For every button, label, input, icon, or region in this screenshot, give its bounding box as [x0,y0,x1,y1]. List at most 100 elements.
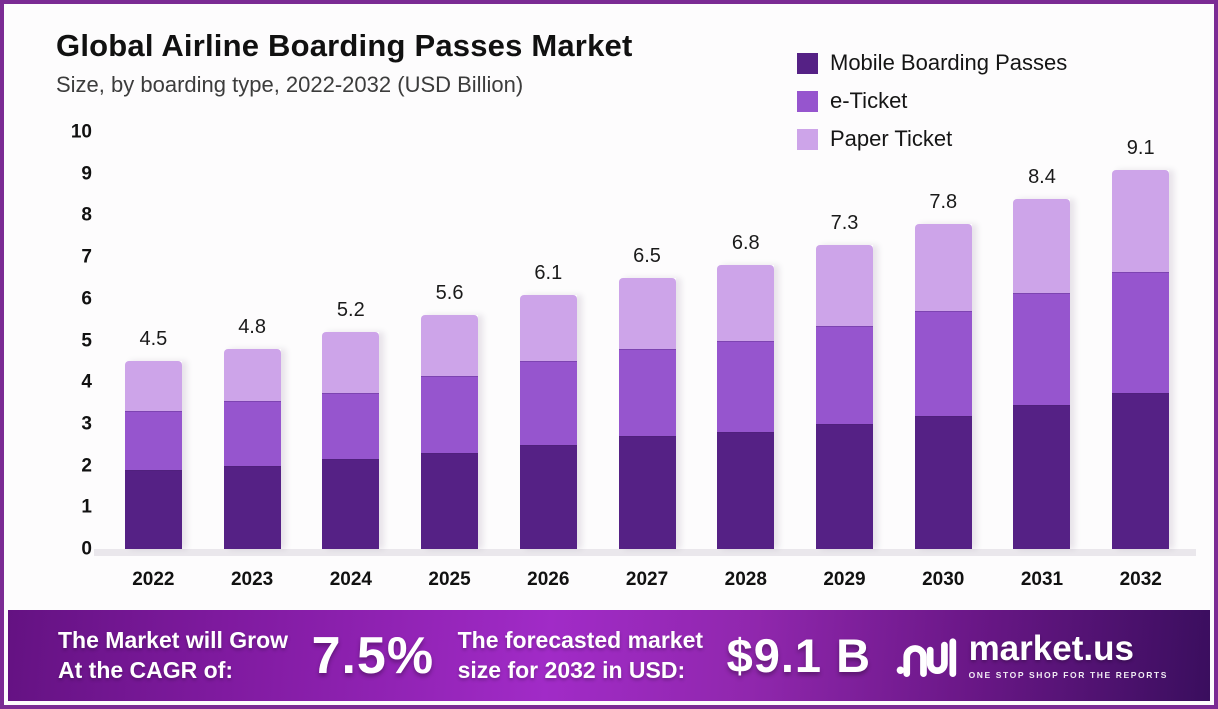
x-tick-label: 2031 [1020,569,1064,590]
bar-segment-mobile-boarding-passes [618,436,676,549]
y-tick-label: 7 [81,246,92,268]
bar-segment-mobile-boarding-passes [519,444,577,549]
cagr-label: The Market will Grow At the CAGR of: [58,626,288,686]
bar-column-2027: 6.5 2027 [598,132,697,590]
bar-total-label: 7.3 [830,211,859,234]
bar-column-2026: 6.1 2026 [499,132,598,590]
legend-label: Paper Ticket [830,126,953,151]
bar-segment-paper-ticket [223,348,281,401]
bar-total-label: 8.4 [1028,165,1056,188]
x-tick-label: 2025 [428,569,471,590]
bar-segment-e-ticket [717,340,775,433]
y-tick-label: 2 [81,455,92,477]
bar-column-2023: 4.8 2023 [203,132,302,590]
bar-segment-e-ticket [914,311,972,416]
x-axis-baseline [94,549,1196,556]
bar-column-2022: 4.5 2022 [104,132,203,590]
bar-segment-paper-ticket [816,244,873,326]
bar-segment-paper-ticket [519,294,577,362]
forecast-label-line1: The forecasted market [457,626,704,653]
bar-stack [1112,169,1170,549]
bar-segment-paper-ticket [124,361,182,412]
y-tick-label: 4 [81,371,92,393]
bar-segment-paper-ticket [1112,169,1170,272]
y-tick-label: 5 [81,330,92,351]
bar-segment-e-ticket [1013,292,1071,406]
bar-segment-mobile-boarding-passes [816,423,873,549]
logo-tagline: ONE STOP SHOP FOR THE REPORTS [968,670,1168,680]
bar-total-label: 4.5 [139,328,168,351]
y-tick-label: 6 [81,288,92,310]
y-tick-label: 8 [81,204,92,226]
y-tick-label: 10 [70,121,92,143]
bar-segment-mobile-boarding-passes [914,415,972,549]
y-tick-label: 1 [81,496,92,518]
footer-banner: The Market will Grow At the CAGR of: 7.5… [8,610,1210,701]
bar-segment-e-ticket [618,348,676,437]
bar-column-2024: 5.2 2024 [301,132,400,590]
legend-item: e-Ticket [797,88,1067,114]
plot-area: 4.5 2022 4.8 2023 5.2 2024 5.6 2025 6.1 2026 6.5 20… [94,132,1196,590]
bar-segment-paper-ticket [717,265,775,341]
bar-stack [618,277,676,549]
bar-segment-paper-ticket [914,223,972,312]
x-tick-label: 2022 [132,569,175,590]
marketus-logo-icon [896,637,956,677]
cagr-label-line1: The Market will Grow [58,626,289,653]
cagr-value: 7.5% [311,626,435,685]
bar-segment-e-ticket [322,392,380,460]
bar-column-2030: 7.8 2030 [894,132,993,590]
legend-swatch [797,90,818,112]
bar-column-2031: 8.4 2031 [993,132,1092,590]
bar-total-label: 5.6 [435,282,464,305]
y-axis: 0 1 2 3 4 5 6 7 8 9 10 [44,123,92,559]
bar-segment-mobile-boarding-passes [717,432,775,549]
legend-swatch [797,128,818,150]
x-tick-label: 2023 [230,569,274,590]
bar-stack [322,332,380,549]
cagr-label-line2: At the CAGR of: [58,656,234,683]
bar-stack [421,315,479,549]
bar-stack [717,265,775,549]
bar-segment-mobile-boarding-passes [1112,392,1170,549]
forecast-label-line2: size for 2032 in USD: [457,656,686,683]
chart-subtitle: Size, by boarding type, 2022-2032 (USD B… [56,72,524,97]
bar-stack [1013,198,1071,549]
bar-segment-paper-ticket [1013,198,1071,293]
bar-stack [816,244,873,549]
legend-item: Mobile Boarding Passes [797,50,1067,76]
bar-total-label: 5.2 [336,299,365,322]
bar-segment-e-ticket [1112,271,1170,393]
logo-name: market.us [968,629,1134,668]
bar-segment-mobile-boarding-passes [124,469,182,549]
x-tick-label: 2029 [823,569,866,590]
bar-total-label: 6.5 [633,244,661,267]
y-tick-label: 9 [81,163,92,185]
bar-total-label: 4.8 [238,315,266,338]
bar-column-2028: 6.8 2028 [696,132,795,590]
bar-segment-mobile-boarding-passes [322,459,380,549]
legend: Mobile Boarding Passes e-Ticket Paper Tick… [797,50,1067,152]
bar-stack [519,294,577,549]
legend-label: Mobile Boarding Passes [830,50,1068,75]
y-tick-label: 0 [81,538,92,560]
bar-total-label: 9.1 [1126,136,1155,159]
bar-segment-mobile-boarding-passes [421,453,479,549]
bar-segment-mobile-boarding-passes [1013,405,1071,549]
forecast-label: The forecasted market size for 2032 in U… [458,626,703,686]
bar-total-label: 6.8 [731,232,760,255]
bar-segment-e-ticket [421,375,479,454]
x-tick-label: 2026 [527,569,570,590]
bar-segment-paper-ticket [618,277,676,349]
x-tick-label: 2024 [329,569,372,590]
chart-header: Global Airline Boarding Passes Market Si… [56,28,632,98]
y-tick-label: 3 [81,413,92,435]
x-tick-label: 2030 [922,569,965,590]
x-tick-label: 2032 [1119,569,1162,590]
bar-stack [914,223,972,549]
bar-column-2029: 7.3 2029 [795,132,894,590]
bar-segment-e-ticket [223,400,281,466]
x-tick-label: 2027 [625,569,669,590]
x-tick-label: 2028 [724,569,767,590]
